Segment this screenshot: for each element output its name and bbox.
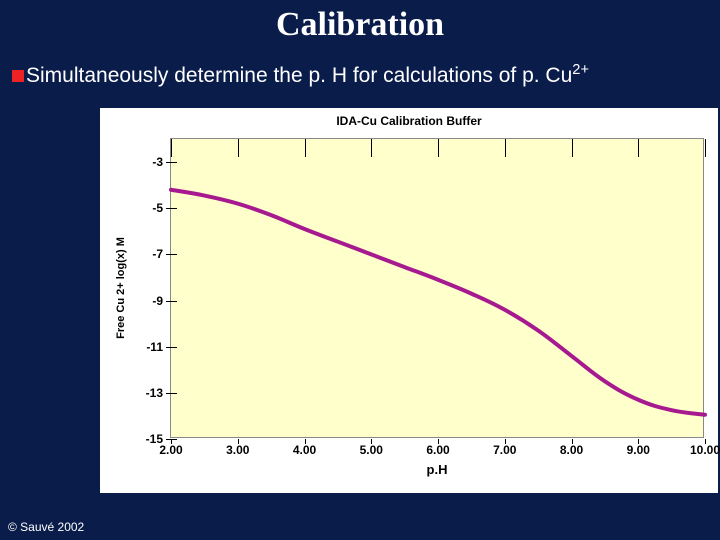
x-tick-label: 7.00 xyxy=(493,443,516,457)
x-tick-inside xyxy=(638,139,639,157)
x-tick-inside xyxy=(171,139,172,157)
y-tick xyxy=(166,162,177,163)
y-tick xyxy=(166,301,177,302)
x-tick-inside xyxy=(705,139,706,157)
x-tick-label: 10.00 xyxy=(690,443,720,457)
bullet-row: Simultaneously determine the p. H for ca… xyxy=(12,62,712,88)
y-tick-label: -9 xyxy=(152,294,163,308)
x-tick-label: 9.00 xyxy=(627,443,650,457)
x-tick-label: 3.00 xyxy=(226,443,249,457)
series-path xyxy=(171,190,705,415)
x-tick-inside xyxy=(305,139,306,157)
chart-line xyxy=(171,139,705,439)
y-tick xyxy=(166,393,177,394)
y-tick xyxy=(166,439,177,440)
y-tick-label: -7 xyxy=(152,247,163,261)
y-tick-label: -5 xyxy=(152,201,163,215)
x-tick-inside xyxy=(438,139,439,157)
y-tick xyxy=(166,208,177,209)
y-axis-label: Free Cu 2+ log(x) M xyxy=(115,237,127,339)
y-tick-label: -13 xyxy=(146,386,163,400)
chart-title: IDA-Cu Calibration Buffer xyxy=(100,108,718,128)
x-tick-label: 6.00 xyxy=(426,443,449,457)
y-tick xyxy=(166,254,177,255)
plot-area: Free Cu 2+ log(x) M p.H 2.003.004.005.00… xyxy=(170,138,704,438)
x-tick-inside xyxy=(238,139,239,157)
x-axis-label: p.H xyxy=(427,462,448,477)
y-tick-label: -11 xyxy=(146,340,163,354)
y-tick-label: -15 xyxy=(146,432,163,446)
bullet-text-sup: 2+ xyxy=(572,62,589,78)
x-tick-inside xyxy=(505,139,506,157)
x-tick-label: 8.00 xyxy=(560,443,583,457)
calibration-chart: IDA-Cu Calibration Buffer Free Cu 2+ log… xyxy=(100,108,718,493)
y-tick-label: -3 xyxy=(152,155,163,169)
bullet-text-main: Simultaneously determine the p. H for ca… xyxy=(26,64,572,87)
slide-title: Calibration xyxy=(0,6,720,43)
square-bullet-icon xyxy=(12,70,24,82)
x-tick-inside xyxy=(572,139,573,157)
copyright: © Sauvé 2002 xyxy=(8,520,84,534)
x-tick-inside xyxy=(371,139,372,157)
y-tick xyxy=(166,347,177,348)
x-tick-label: 5.00 xyxy=(360,443,383,457)
x-tick-label: 4.00 xyxy=(293,443,316,457)
bullet-text: Simultaneously determine the p. H for ca… xyxy=(26,62,589,88)
